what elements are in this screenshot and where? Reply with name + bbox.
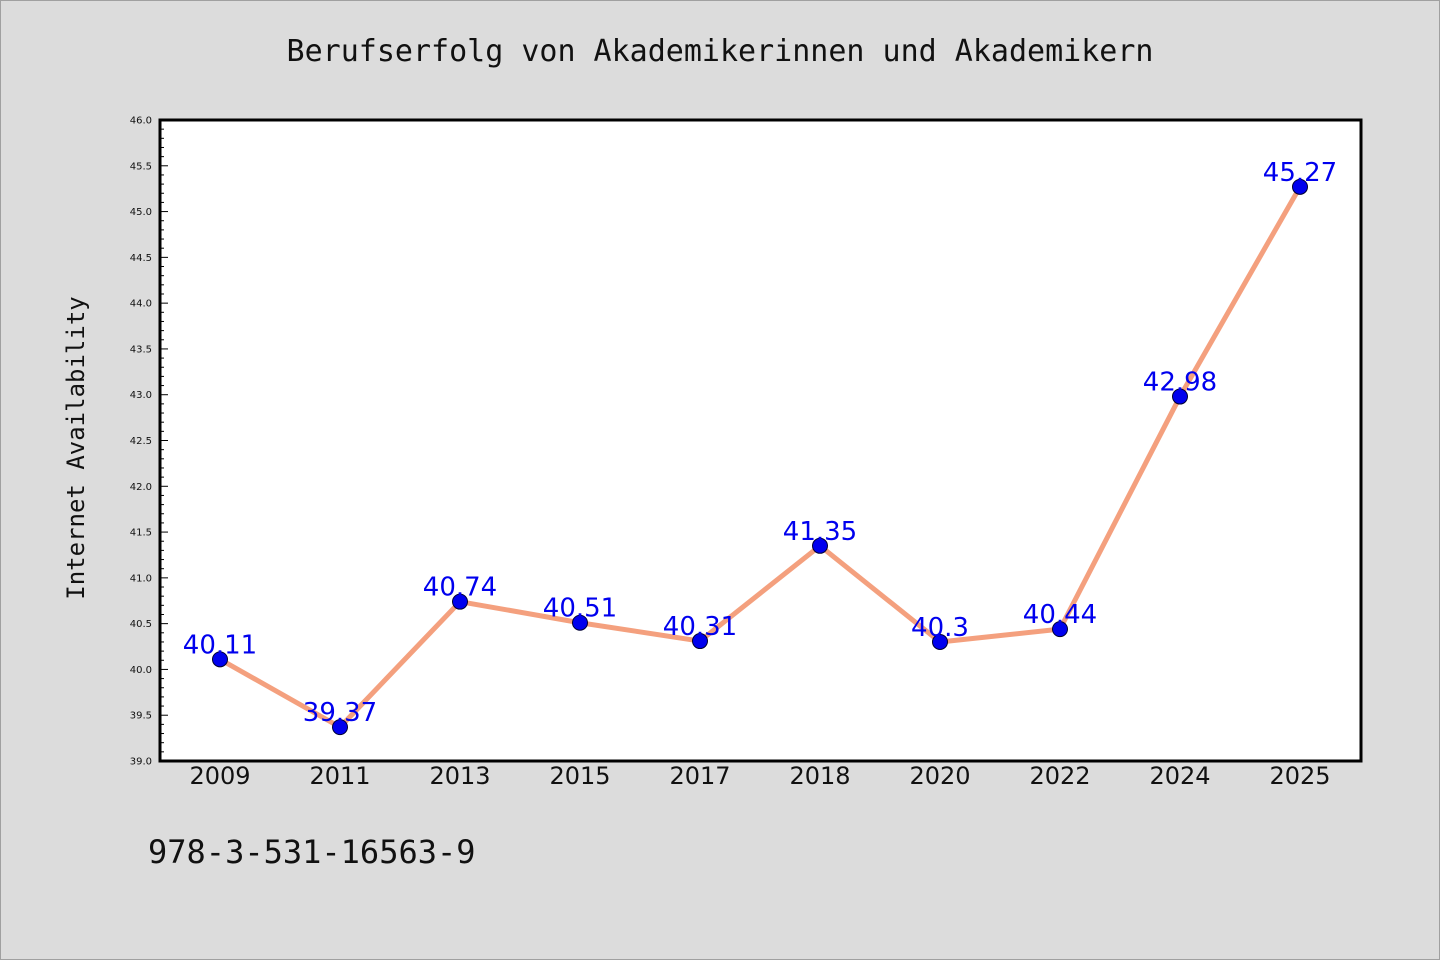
data-label: 45.27 (1263, 158, 1337, 188)
y-tick-label: 42.0 (130, 482, 152, 493)
data-point (1052, 621, 1068, 638)
y-tick-label: 43.5 (130, 344, 152, 355)
data-label: 41.35 (783, 517, 857, 547)
x-tick-label: 2025 (1269, 762, 1330, 790)
data-point (812, 537, 828, 554)
chart-title: Berufserfolg von Akademikerinnen und Aka… (286, 34, 1154, 69)
y-tick-label: 43.0 (130, 390, 152, 401)
data-label: 40.44 (1023, 600, 1097, 630)
x-tick-label: 2017 (669, 762, 730, 790)
y-tick-label: 39.0 (130, 757, 152, 768)
y-tick-label: 44.5 (130, 253, 152, 264)
data-label: 40.3 (911, 613, 969, 643)
data-label: 40.51 (543, 594, 617, 624)
isbn-text: 978-3-531-16563-9 (148, 833, 476, 871)
x-tick-label: 2009 (189, 762, 250, 790)
data-point (332, 719, 348, 736)
data-point (1292, 178, 1308, 195)
series-line (217, 184, 1303, 730)
y-tick-label: 39.5 (130, 711, 152, 722)
x-axis: 2009 2011 2013 2015 2017 2018 2020 2022 2024 2025 (189, 762, 1330, 790)
x-tick-label: 2018 (789, 762, 850, 790)
data-point (452, 593, 468, 610)
data-label: 42.98 (1143, 368, 1217, 398)
y-tick-label: 40.5 (130, 619, 152, 630)
x-tick-label: 2020 (909, 762, 970, 790)
data-point (572, 614, 588, 631)
y-tick-label: 41.5 (130, 528, 152, 539)
data-label: 40.11 (183, 630, 257, 660)
y-tick-label: 41.0 (130, 573, 152, 584)
x-tick-label: 2011 (309, 762, 370, 790)
x-tick-label: 2022 (1029, 762, 1090, 790)
y-tick-label: 44.0 (130, 299, 152, 310)
x-tick-label: 2015 (549, 762, 610, 790)
series (212, 178, 1308, 736)
y-axis: 39.0 39.5 40.0 40.5 41.0 41.5 42.0 42.5 43.0 43.5… (130, 116, 168, 768)
data-label: 39.37 (303, 698, 377, 728)
data-point (212, 651, 228, 668)
data-point (932, 633, 948, 650)
y-tick-label: 45.0 (130, 207, 152, 218)
data-label: 40.74 (423, 573, 497, 603)
y-tick-label: 42.5 (130, 436, 152, 447)
data-label: 40.31 (663, 612, 737, 642)
x-tick-label: 2024 (1149, 762, 1210, 790)
x-tick-label: 2013 (429, 762, 490, 790)
y-axis-label: Internet Availability (62, 296, 90, 599)
y-tick-label: 45.5 (130, 161, 152, 172)
y-tick-label: 40.0 (130, 665, 152, 676)
plot-area (158, 118, 1363, 763)
data-point (692, 633, 708, 650)
data-point (1172, 388, 1188, 405)
y-tick-label: 46.0 (130, 116, 152, 127)
data-labels: 40.11 39.37 40.74 40.51 40.31 41.35 40.3 40.44 4… (183, 158, 1337, 728)
